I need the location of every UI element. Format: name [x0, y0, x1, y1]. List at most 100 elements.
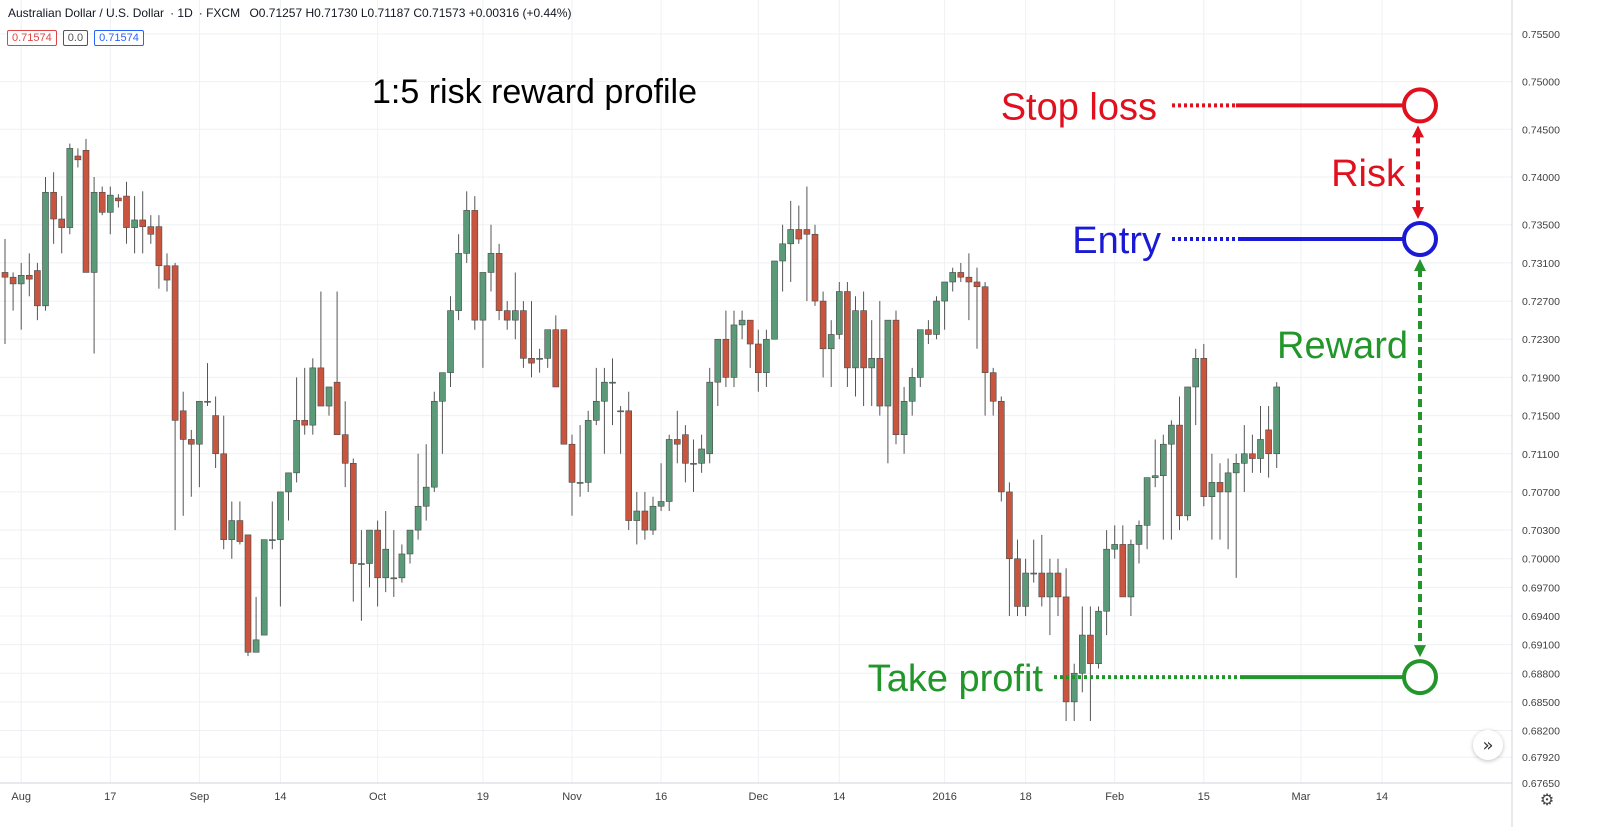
candle-body-up: [260, 539, 268, 636]
reward-arrow-head-down: [1414, 645, 1426, 658]
candle-body-up: [293, 420, 300, 474]
axes: 0.75500 0.75000 0.74500 0.74000 0.73500 0.731…: [0, 0, 1560, 827]
candle-body-down: [1054, 572, 1062, 598]
candle-body-up: [277, 491, 284, 540]
candle-body-up: [390, 577, 398, 580]
candle-body-up: [698, 448, 705, 464]
risk-label: Risk: [1331, 153, 1406, 195]
y-tick-label: 0.69700: [1522, 582, 1560, 594]
candle-body-up: [771, 260, 778, 340]
candle-body-up: [649, 505, 657, 531]
candle-body-down: [220, 453, 227, 540]
candle-body-down: [115, 197, 122, 202]
y-tick-label: 0.73100: [1522, 258, 1560, 270]
x-tick-label: 17: [104, 791, 116, 803]
y-tick-label: 0.67920: [1522, 752, 1560, 764]
candle-body-down: [568, 443, 576, 483]
candle-body-up: [196, 400, 203, 445]
candle-body-down: [876, 358, 884, 407]
candle-body-down: [1200, 358, 1208, 498]
x-tick-label: 18: [1019, 791, 1031, 803]
stop-loss-marker[interactable]: [1402, 87, 1438, 124]
candle-body-up: [1135, 525, 1143, 545]
candles: [1, 138, 1280, 721]
stop-loss-label: Stop loss: [1001, 86, 1157, 128]
candle-body-down: [819, 300, 827, 350]
candle-body-up: [204, 400, 211, 403]
candle-body-up: [1022, 572, 1029, 607]
candle-body-down: [754, 343, 762, 373]
candle-body-down: [682, 434, 689, 464]
candle-body-down: [9, 276, 17, 285]
interval-label[interactable]: 1D: [177, 6, 193, 20]
candle-body-up: [835, 291, 843, 335]
x-tick-label: 14: [833, 791, 845, 803]
y-tick-label: 0.73500: [1522, 220, 1560, 232]
candle-body-up: [900, 400, 908, 435]
candle-body-up: [714, 338, 722, 383]
candle-body-up: [1143, 477, 1151, 526]
y-tick-label: 0.71900: [1522, 372, 1560, 384]
candle-body-up: [941, 281, 948, 302]
buy-price-badge[interactable]: 0.71574: [94, 30, 144, 46]
x-tick-label: Mar: [1292, 791, 1311, 803]
candle-body-up: [325, 386, 333, 407]
candle-body-down: [520, 310, 527, 359]
candle-body-down: [722, 338, 730, 378]
candle-body-up: [576, 482, 584, 484]
candle-body-down: [123, 195, 130, 228]
candle-body-up: [706, 381, 714, 455]
candle-body-down: [317, 367, 325, 407]
candle-body-up: [511, 310, 519, 321]
candle-body-down: [892, 319, 900, 435]
entry-marker[interactable]: [1402, 221, 1438, 258]
sell-price-badge[interactable]: 0.71574: [7, 30, 57, 46]
x-tick-label: Oct: [369, 791, 386, 803]
candle-body-up: [1127, 544, 1135, 598]
y-tick-label: 0.75000: [1522, 77, 1560, 89]
candle-body-up: [916, 329, 924, 378]
candle-body-down: [528, 358, 535, 364]
candle-body-up: [601, 381, 608, 402]
candle-body-up: [933, 300, 940, 335]
candle-body-up: [1111, 544, 1118, 550]
candle-body-down: [1038, 572, 1046, 598]
y-tick-label: 0.68200: [1522, 726, 1560, 738]
ohlc-values: O0.71257 H0.71730 L0.71187 C0.71573 +0.0…: [249, 6, 572, 20]
candle-body-up: [1184, 386, 1191, 517]
candle-body-up: [285, 472, 292, 493]
candle-body-up: [763, 338, 770, 373]
y-tick-label: 0.72700: [1522, 296, 1560, 308]
candle-body-up: [131, 219, 138, 228]
y-tick-label: 0.70700: [1522, 487, 1560, 499]
y-tick-label: 0.70300: [1522, 525, 1560, 537]
candle-body-up: [584, 420, 592, 483]
candle-body-up: [1224, 472, 1232, 493]
candle-body-down: [374, 529, 381, 579]
candle-body-up: [1241, 453, 1248, 464]
x-tick-label: 14: [1376, 791, 1388, 803]
candle-body-down: [163, 265, 171, 281]
candle-body-down: [795, 229, 803, 240]
candle-body-down: [171, 265, 179, 421]
candle-body-up: [228, 520, 236, 540]
x-tick-label: Sep: [190, 791, 210, 803]
x-tick-label: 15: [1198, 791, 1210, 803]
candle-body-up: [657, 501, 665, 507]
candle-body-up: [479, 272, 487, 321]
risk-arrow-head-up: [1412, 125, 1424, 138]
candle-body-up: [1070, 672, 1078, 703]
symbol-header: Australian Dollar / U.S. Dollar · 1D · FXC…: [8, 6, 572, 20]
gear-icon[interactable]: ⚙: [1539, 789, 1555, 809]
candle-body-down: [625, 410, 633, 521]
take-profit-marker[interactable]: [1402, 659, 1438, 696]
candle-body-down: [965, 276, 973, 283]
candle-body-down: [301, 420, 309, 426]
y-tick-label: 0.75500: [1522, 29, 1560, 41]
candle-body-up: [908, 377, 916, 402]
chevron-double-right-icon[interactable]: »: [1473, 730, 1503, 760]
y-tick-label: 0.71500: [1522, 411, 1560, 423]
candle-body-up: [487, 253, 495, 273]
candle-body-up: [536, 358, 543, 360]
